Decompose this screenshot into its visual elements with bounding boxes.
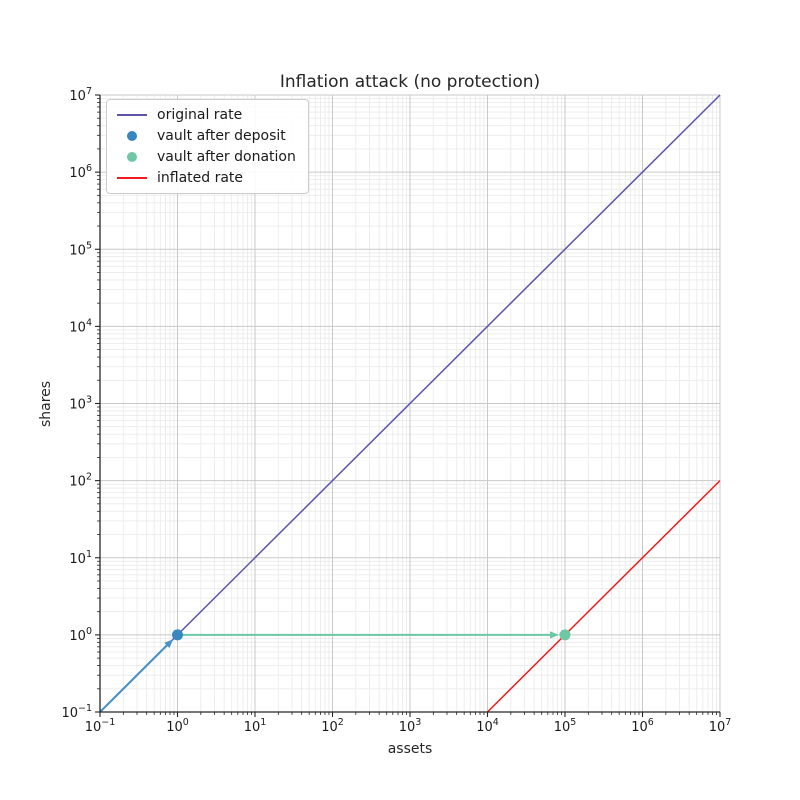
- legend-dot-swatch: [117, 130, 147, 141]
- y-tick-label: 10−1: [61, 703, 92, 721]
- legend-label: original rate: [157, 106, 243, 123]
- chart-title: Inflation attack (no protection): [279, 72, 541, 92]
- vault-after-deposit-point: [172, 629, 183, 641]
- y-axis-label: shares: [38, 380, 54, 428]
- legend-item-inflated-rate: inflated rate: [117, 167, 296, 188]
- vault-after-donation-point: [559, 629, 571, 641]
- donation-arrowhead: [550, 631, 559, 639]
- legend-item-vault-after-donation: vault after donation: [117, 146, 296, 167]
- x-tick-label: 100: [166, 717, 189, 735]
- y-tick-label: 100: [69, 626, 92, 644]
- data-points: [172, 629, 571, 641]
- x-tick-label: 106: [631, 717, 654, 735]
- y-tick-label: 104: [69, 317, 92, 335]
- y-tick-label: 105: [69, 240, 92, 258]
- x-tick-label: 102: [321, 717, 344, 735]
- legend-line-swatch: [117, 176, 147, 179]
- y-tick-label: 103: [69, 395, 92, 413]
- axes: [95, 94, 721, 717]
- x-tick-label: 105: [554, 717, 577, 735]
- legend-item-vault-after-deposit: vault after deposit: [117, 125, 296, 146]
- legend: original rate vault after deposit vault …: [106, 99, 309, 194]
- legend-dot-swatch: [117, 151, 147, 162]
- y-tick-label: 107: [69, 86, 92, 104]
- x-axis-label: assets: [387, 741, 433, 757]
- series: [99, 94, 721, 713]
- x-tick-label: 101: [244, 717, 267, 735]
- tick-labels: 10−1 100 101 102 103 104 105 106 107 10−1 100 101 10…: [61, 86, 731, 735]
- inflated-rate-line: [486, 480, 721, 713]
- x-tick-label: 103: [399, 717, 422, 735]
- deposit-arrow: [99, 643, 170, 713]
- original-rate-line: [99, 94, 721, 713]
- legend-label: vault after deposit: [157, 127, 286, 144]
- legend-item-original-rate: original rate: [117, 104, 296, 125]
- legend-label: vault after donation: [157, 148, 296, 165]
- y-tick-label: 106: [69, 163, 92, 181]
- x-tick-label: 10−1: [85, 717, 116, 735]
- legend-line-swatch: [117, 113, 147, 116]
- legend-label: inflated rate: [157, 169, 244, 186]
- x-tick-label: 107: [709, 717, 732, 735]
- deposit-arrowhead: [164, 639, 174, 649]
- y-tick-label: 102: [69, 472, 92, 490]
- x-tick-label: 104: [476, 717, 499, 735]
- annotations: [99, 631, 559, 713]
- y-tick-label: 101: [69, 549, 92, 567]
